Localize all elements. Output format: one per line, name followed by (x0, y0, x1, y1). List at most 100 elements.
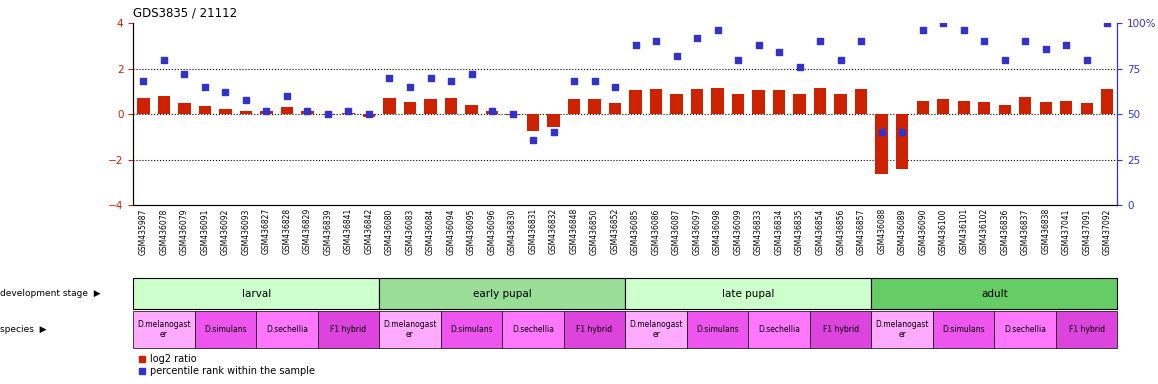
Bar (1040, 102, 1051, 114)
Point (318, 111, 337, 118)
Text: D.simulans: D.simulans (696, 325, 739, 334)
Point (667, 53, 686, 59)
Bar (814, 88, 827, 114)
Bar (380, 311, 441, 348)
Point (770, 49, 789, 55)
Point (688, 35, 706, 41)
Bar (630, 90, 642, 114)
Bar (916, 101, 929, 114)
Bar (835, 94, 846, 114)
Point (872, 129, 891, 136)
Point (728, 56, 747, 63)
Point (647, 38, 666, 44)
Point (1077, 56, 1095, 63)
Point (422, 74, 440, 81)
Bar (687, 311, 748, 348)
Bar (486, 111, 498, 114)
Point (749, 42, 768, 48)
Bar (322, 114, 335, 115)
Point (565, 78, 584, 84)
Bar (732, 94, 745, 114)
Text: D.sechellia: D.sechellia (266, 325, 308, 334)
Text: D.simulans: D.simulans (204, 325, 247, 334)
Bar (1056, 311, 1117, 348)
Bar (809, 311, 871, 348)
Bar (875, 114, 888, 174)
Point (155, 56, 174, 63)
Bar (219, 109, 232, 114)
Bar (441, 311, 503, 348)
Bar (506, 114, 519, 115)
Bar (748, 311, 809, 348)
Bar (527, 114, 540, 131)
Bar (772, 90, 785, 114)
Point (852, 38, 871, 44)
Bar (933, 311, 995, 348)
Point (441, 78, 460, 84)
Point (626, 42, 645, 48)
Text: adult: adult (981, 289, 1007, 299)
Bar (564, 311, 625, 348)
Point (1057, 42, 1076, 48)
Point (236, 97, 255, 103)
Point (299, 108, 317, 114)
Text: F1 hybrid: F1 hybrid (1069, 325, 1105, 334)
Text: development stage  ▶: development stage ▶ (0, 289, 101, 298)
Bar (871, 311, 933, 348)
Text: D.simulans: D.simulans (943, 325, 985, 334)
Bar (871, 278, 1117, 309)
Bar (138, 98, 149, 114)
Text: F1 hybrid: F1 hybrid (330, 325, 367, 334)
Bar (753, 90, 764, 114)
Bar (178, 103, 191, 114)
Text: larval: larval (242, 289, 271, 299)
Point (975, 38, 994, 44)
Bar (1019, 97, 1032, 114)
Text: F1 hybrid: F1 hybrid (822, 325, 859, 334)
Bar (998, 105, 1011, 114)
Text: D.melanogast
er: D.melanogast er (383, 319, 437, 339)
Point (954, 27, 973, 33)
Point (914, 27, 932, 33)
Point (1098, 20, 1116, 26)
Point (401, 84, 419, 90)
Text: D.sechellia: D.sechellia (758, 325, 800, 334)
Bar (793, 94, 806, 114)
Point (585, 78, 603, 84)
Bar (240, 111, 252, 114)
Point (544, 129, 563, 136)
Bar (670, 94, 683, 114)
Bar (567, 99, 580, 114)
Bar (424, 99, 437, 114)
Bar (199, 106, 211, 114)
Point (893, 129, 911, 136)
Bar (1101, 89, 1113, 114)
Bar (937, 99, 950, 114)
Point (483, 108, 501, 114)
Text: D.simulans: D.simulans (450, 325, 493, 334)
Point (380, 74, 398, 81)
Bar (362, 114, 375, 116)
Bar (650, 89, 662, 114)
Point (1036, 46, 1055, 52)
Point (134, 78, 153, 84)
Text: early pupal: early pupal (472, 289, 532, 299)
Point (791, 64, 809, 70)
Bar (609, 103, 621, 114)
Text: species  ▶: species ▶ (0, 325, 46, 334)
Bar (317, 311, 380, 348)
Point (831, 56, 850, 63)
Point (175, 71, 193, 77)
Bar (548, 114, 559, 127)
Point (504, 111, 522, 118)
Bar (691, 89, 703, 114)
Point (709, 27, 727, 33)
Bar (625, 311, 687, 348)
Text: late pupal: late pupal (723, 289, 775, 299)
Bar (855, 89, 867, 114)
Bar (445, 98, 457, 114)
Legend: log2 ratio, percentile rank within the sample: log2 ratio, percentile rank within the s… (138, 354, 315, 376)
Point (462, 71, 481, 77)
Bar (958, 101, 969, 114)
Bar (1060, 101, 1072, 114)
